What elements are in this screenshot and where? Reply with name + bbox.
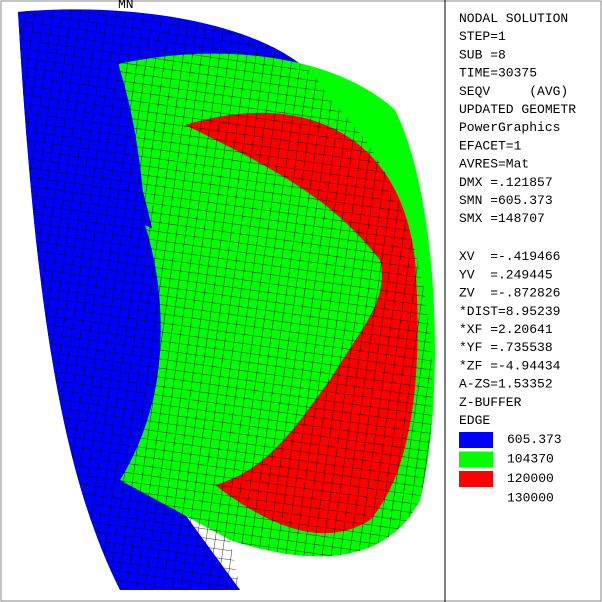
legend-label: 605.373 [507, 432, 562, 447]
panel-line: *XF =2.20641 [459, 322, 553, 337]
legend-swatch [459, 432, 493, 448]
legend-label: 104370 [507, 452, 554, 467]
panel-line: SEQV (AVG) [459, 84, 568, 99]
panel-line: *YF =.735538 [459, 340, 553, 355]
panel-line: DMX =.121857 [459, 175, 553, 190]
model: MN [18, 0, 435, 590]
panel-line: A-ZS=1.53352 [459, 377, 553, 392]
legend-swatch [459, 451, 493, 468]
panel-line: UPDATED GEOMETR [459, 102, 576, 117]
mn-label: MN [118, 0, 134, 12]
panel-line: ZV =-.872826 [459, 286, 560, 301]
panel-line: SUB =8 [459, 47, 506, 62]
panel-line: TIME=30375 [459, 66, 537, 81]
panel-line: AVRES=Mat [459, 157, 529, 172]
panel-line: SMN =605.373 [459, 193, 553, 208]
panel-line: EDGE [459, 413, 490, 428]
legend-label: 120000 [507, 471, 554, 486]
panel-line: SMX =148707 [459, 211, 545, 226]
mesh [18, 9, 433, 590]
panel-line: Z-BUFFER [459, 395, 522, 410]
panel-line: *ZF =-4.94434 [459, 358, 561, 373]
panel-line: *DIST=8.95239 [459, 304, 560, 319]
legend-swatch [459, 471, 493, 487]
panel-line: XV =-.419466 [459, 249, 560, 264]
panel-line: PowerGraphics [459, 120, 560, 135]
legend-label: 130000 [507, 491, 554, 506]
panel-line: STEP=1 [459, 29, 506, 44]
panel-line: EFACET=1 [459, 138, 522, 153]
panel-line: YV =.249445 [459, 267, 553, 282]
panel-line: NODAL SOLUTION [459, 11, 568, 26]
